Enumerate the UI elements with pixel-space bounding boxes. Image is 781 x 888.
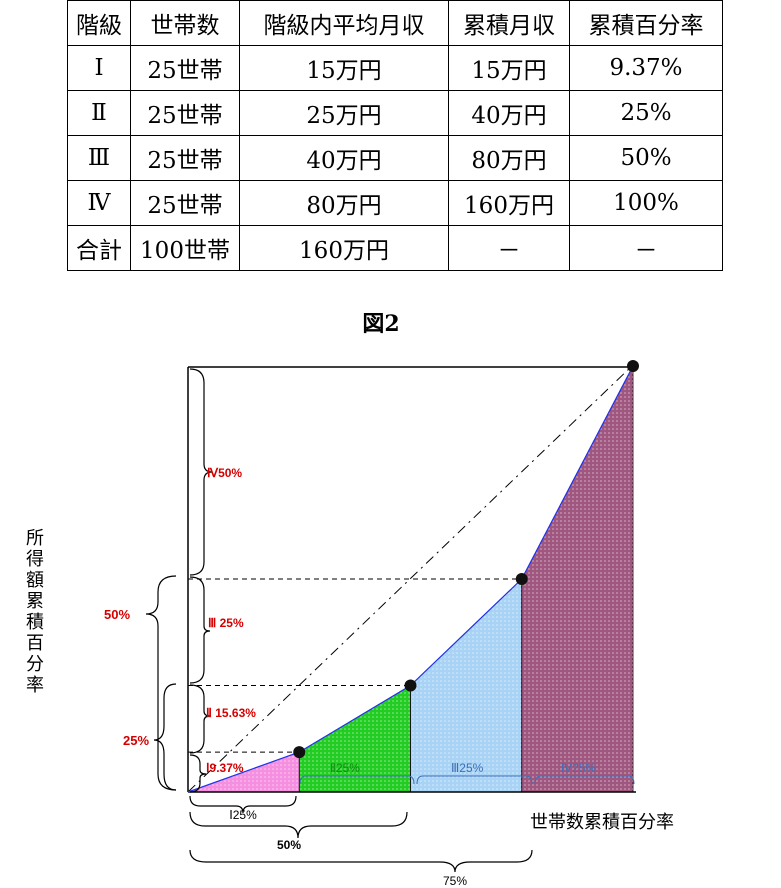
brace-i25 (189, 795, 297, 814)
y-axis-label-char: 率 (26, 675, 44, 696)
label-brace-i25: Ⅰ25% (229, 808, 257, 822)
table-cell: 80万円 (448, 135, 570, 181)
brace-50 (189, 811, 408, 839)
x-axis-label: 世帯数累積百分率 (530, 812, 674, 833)
segment-brackets (299, 775, 635, 785)
label-brace-50: 50% (277, 838, 301, 852)
bracket-iv (534, 775, 635, 785)
label-iv-50: Ⅳ50% (207, 466, 242, 480)
table-header-cell: 階級 (67, 0, 131, 46)
table-row: Ⅳ 25世帯 80万円 160万円 100% (67, 180, 723, 226)
brace-i (189, 754, 207, 793)
table-cell: 15万円 (448, 45, 570, 91)
bracket-iii (416, 775, 533, 785)
y-axis-label-char: 百 (26, 633, 44, 654)
table-cell: 25世帯 (130, 180, 240, 226)
table-header-cell: 世帯数 (130, 0, 240, 46)
label-left-50: 50% (104, 607, 130, 622)
left-braces (145, 575, 177, 791)
brace-iv (189, 368, 213, 576)
table-cell: 100世帯 (130, 225, 240, 271)
table-cell: 40万円 (448, 90, 570, 136)
y-axis-label-char: 所 (26, 528, 44, 549)
segment-texture-2 (299, 685, 411, 792)
table-cell: 25% (569, 90, 723, 136)
label-left-25: 25% (123, 733, 149, 748)
figure-title: 図2 (362, 311, 399, 337)
guide-lines (188, 578, 522, 753)
label-iv25-x: Ⅳ25% (561, 761, 596, 775)
y-axis-label: 所得額累積百分率 (22, 528, 48, 696)
table-row: 合計 100世帯 160万円－－ (67, 225, 723, 271)
table-cell: Ⅲ (67, 135, 131, 181)
table-cell: Ⅰ (67, 45, 131, 91)
equality-line (187, 364, 634, 793)
x-braces (189, 795, 533, 873)
brace-75 (189, 849, 533, 873)
income-table: 階級 世帯数 階級内平均月収 累積月収 累積百分率 Ⅰ 25世帯 15万円 15万円 9.37% Ⅱ… (67, 0, 723, 271)
table-cell: 160万円 (239, 225, 449, 271)
brace-iii (189, 576, 211, 684)
y-axis-label-char: 得 (26, 549, 44, 570)
label-ii25-x: Ⅱ25% (330, 761, 360, 775)
table-cell: 15万円 (239, 45, 449, 91)
brace-ii (189, 684, 211, 754)
table-cell: 50% (569, 135, 723, 181)
label-ii-1563: Ⅱ 15.63% (206, 706, 256, 720)
table-cell: 40万円 (239, 135, 449, 181)
table-cell: 合計 (67, 225, 131, 271)
label-iii25-x: Ⅲ25% (451, 761, 484, 775)
table-cell: 100% (569, 180, 723, 226)
table-row: Ⅰ 25世帯 15万円 15万円 9.37% (67, 45, 723, 91)
y-axis-label-char: 積 (26, 612, 44, 633)
label-brace-75: 75% (443, 874, 467, 888)
curve-point-3 (515, 573, 528, 585)
table-header-row: 階級 世帯数 階級内平均月収 累積月収 累積百分率 (67, 0, 723, 46)
y-axis-label-char: 分 (26, 654, 44, 675)
table-row: Ⅱ 25世帯 25万円 40万円 25% (67, 90, 723, 136)
y-braces (189, 368, 213, 793)
table-cell: Ⅱ (67, 90, 131, 136)
lorenz-curve-diagram: 図2 Ⅳ50% Ⅲ 25% Ⅱ 15.63% Ⅰ9.37% (104, 311, 674, 888)
table-cell: － (448, 225, 570, 271)
label-iii-25: Ⅲ 25% (208, 616, 244, 630)
curve-points (293, 360, 639, 759)
table-cell: 25世帯 (130, 90, 240, 136)
brace-left-25 (153, 683, 177, 791)
curve-point-1 (293, 746, 306, 759)
table-cell: 25万円 (239, 90, 449, 136)
segment-texture-4 (521, 366, 633, 792)
y-axis-label-char: 累 (26, 591, 44, 612)
curve-point-4 (627, 360, 639, 372)
table-cell: Ⅳ (67, 180, 131, 226)
curve-point-2 (404, 679, 417, 692)
table-cell: － (569, 225, 723, 271)
brace-left-50 (145, 575, 177, 791)
table-cell: 25世帯 (130, 45, 240, 91)
table-cell: 25世帯 (130, 135, 240, 181)
y-axis-label-char: 額 (26, 570, 44, 591)
table-row: Ⅲ 25世帯 40万円 80万円 50% (67, 135, 723, 181)
bracket-ii (299, 775, 415, 785)
table-header-cell: 階級内平均月収 (239, 0, 449, 46)
table-cell: 80万円 (239, 180, 449, 226)
table-header-cell: 累積月収 (448, 0, 570, 46)
table-cell: 160万円 (448, 180, 570, 226)
table-cell: 9.37% (569, 45, 723, 91)
label-i-937: Ⅰ9.37% (206, 761, 244, 775)
segment-texture-3 (410, 579, 522, 792)
table-header-cell: 累積百分率 (569, 0, 723, 46)
